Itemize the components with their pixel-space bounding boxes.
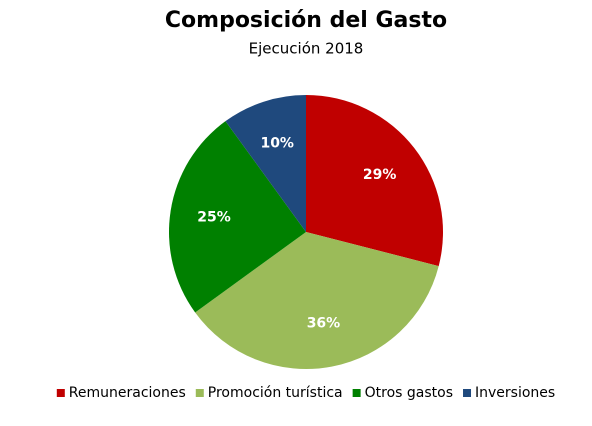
pie-slice: [225, 95, 306, 232]
data-label: 36%: [307, 316, 341, 332]
data-label: 25%: [197, 209, 231, 225]
legend-label: Remuneraciones: [69, 385, 186, 401]
pie-slice: [306, 95, 444, 267]
chart-title: Composición del Gasto: [165, 8, 447, 33]
legend-swatch: [463, 389, 472, 397]
data-label: 29%: [363, 167, 397, 183]
legend-swatch: [352, 389, 361, 397]
pie-slice: [195, 232, 439, 370]
chart-subtitle: Ejecución 2018: [249, 40, 364, 58]
data-label: 10%: [260, 135, 294, 151]
legend-label: Promoción turística: [208, 385, 343, 401]
legend-label: Otros gastos: [365, 385, 453, 401]
pie-slice: [169, 121, 306, 313]
legend-swatch: [195, 389, 204, 397]
legend-swatch: [56, 389, 65, 397]
legend-label: Inversiones: [475, 385, 555, 401]
